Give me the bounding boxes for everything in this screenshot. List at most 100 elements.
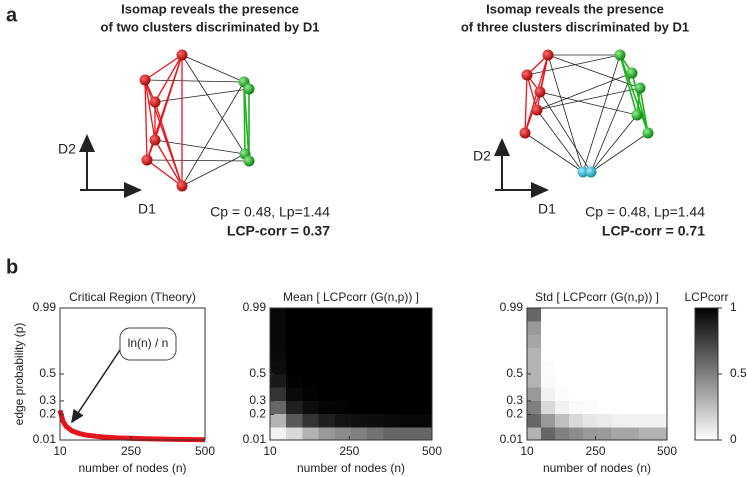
heatmap-cell (367, 347, 384, 362)
heatmap-cell (653, 374, 668, 388)
heatmap-cell (527, 400, 542, 415)
heatmap-cell (318, 334, 336, 349)
heatmap-cell (334, 387, 352, 401)
x-tick-label: 250 (586, 444, 606, 458)
y-tick-label: 0.3 (249, 393, 266, 407)
heatmap-cell (334, 374, 352, 388)
heatmap-cell (367, 308, 384, 322)
y-tick-label: 0.99 (500, 300, 524, 314)
heatmap-cell (625, 308, 640, 322)
heatmap-cell (318, 413, 336, 428)
annotation-arrow (71, 349, 121, 424)
axis-label: D2 (473, 148, 491, 164)
annotation: ln(n) / n (128, 336, 169, 350)
heatmap-cell (527, 308, 542, 322)
heatmap-cell (541, 374, 556, 388)
heatmap-cell (527, 426, 542, 441)
diagram-title: of three clusters discriminated by D1 (461, 19, 689, 34)
axis-label: D2 (58, 141, 76, 157)
heatmap-cell (286, 360, 303, 375)
heatmap-cell (569, 334, 584, 349)
heatmap-cell (583, 321, 598, 335)
heatmap-cell (399, 387, 417, 401)
heatmap-cell (583, 334, 598, 349)
heatmap-cell (653, 426, 668, 441)
heatmap-cell (399, 426, 417, 441)
heatmap-cell (583, 426, 598, 441)
edges (144, 54, 250, 187)
heatmap-cell (569, 374, 584, 388)
heatmap-cell (351, 334, 368, 349)
axis-label: D1 (538, 201, 556, 217)
chart-title: Critical Region (Theory) (69, 290, 196, 304)
heatmap-cell (415, 426, 433, 441)
heatmap-cell (415, 347, 433, 362)
heatmap-cell (611, 347, 626, 362)
heatmap-cell (597, 413, 612, 428)
heatmap-cell (367, 321, 384, 335)
edges (619, 54, 649, 134)
heatmap-cell (318, 360, 336, 375)
heatmap-cell (367, 334, 384, 349)
heatmap-cell (334, 321, 352, 335)
heatmap-cell (367, 400, 384, 415)
heatmap-cell (625, 360, 640, 375)
heatmap-cell (625, 347, 640, 362)
heatmap-cell (334, 413, 352, 428)
heatmap-cell (383, 321, 401, 335)
heatmap-cell (286, 321, 303, 335)
colorbar-label: LCPcorr (684, 290, 728, 304)
heatmap-cell (569, 308, 584, 322)
heatmap-cell (318, 426, 336, 441)
heatmap-cell (541, 387, 556, 401)
heatmap-cell (555, 321, 570, 335)
heatmap-cell (625, 321, 640, 335)
heatmap-cell (334, 426, 352, 441)
heatmap-cell (639, 347, 654, 362)
heatmap-cell (569, 400, 584, 415)
x-axis-label: number of nodes (n) (297, 461, 405, 475)
heatmap-cell (270, 308, 287, 322)
heatmap-cell (383, 374, 401, 388)
y-tick-label: 0.5 (39, 366, 56, 380)
heatmap-cell (653, 387, 668, 401)
heatmap-cell (302, 334, 320, 349)
heatmap-cell (318, 400, 336, 415)
heatmap-cell (527, 360, 542, 375)
heatmap-cell (653, 360, 668, 375)
y-axis-label: edge probability (p) (12, 323, 26, 426)
heatmap-cell (625, 387, 640, 401)
heatmap-cell (639, 334, 654, 349)
heatmap-cell (286, 400, 303, 415)
heatmap-cell (611, 360, 626, 375)
heatmap-cell (383, 308, 401, 322)
heatmap-cell (569, 426, 584, 441)
nodes (519, 49, 654, 178)
heatmap-cell (555, 347, 570, 362)
x-tick-label: 10 (263, 444, 277, 458)
heatmap-cell (399, 360, 417, 375)
heatmap-cell (351, 374, 368, 388)
heatmap-cell (611, 400, 626, 415)
heatmap-cell (527, 374, 542, 388)
x-tick-label: 250 (121, 444, 141, 458)
heatmap-cell (302, 413, 320, 428)
heatmap-cell (302, 374, 320, 388)
stats: Cp = 0.48, Lp=1.44 (210, 204, 330, 220)
y-tick-label: 0.01 (500, 432, 524, 446)
heatmap-cell (639, 374, 654, 388)
heatmap-cell (541, 360, 556, 375)
heatmap-cell (653, 321, 668, 335)
heatmap-cell (270, 347, 287, 362)
y-tick-label: 0.3 (39, 393, 56, 407)
edges (524, 54, 649, 173)
heatmap-cell (415, 400, 433, 415)
heatmap-cell (270, 400, 287, 415)
heatmap-cell (286, 374, 303, 388)
heatmap-cell (527, 413, 542, 428)
heatmap-cell (583, 387, 598, 401)
heatmap-cell (351, 400, 368, 415)
heatmap-cell (415, 334, 433, 349)
heatmap-cell (399, 400, 417, 415)
heatmap-cell (399, 413, 417, 428)
